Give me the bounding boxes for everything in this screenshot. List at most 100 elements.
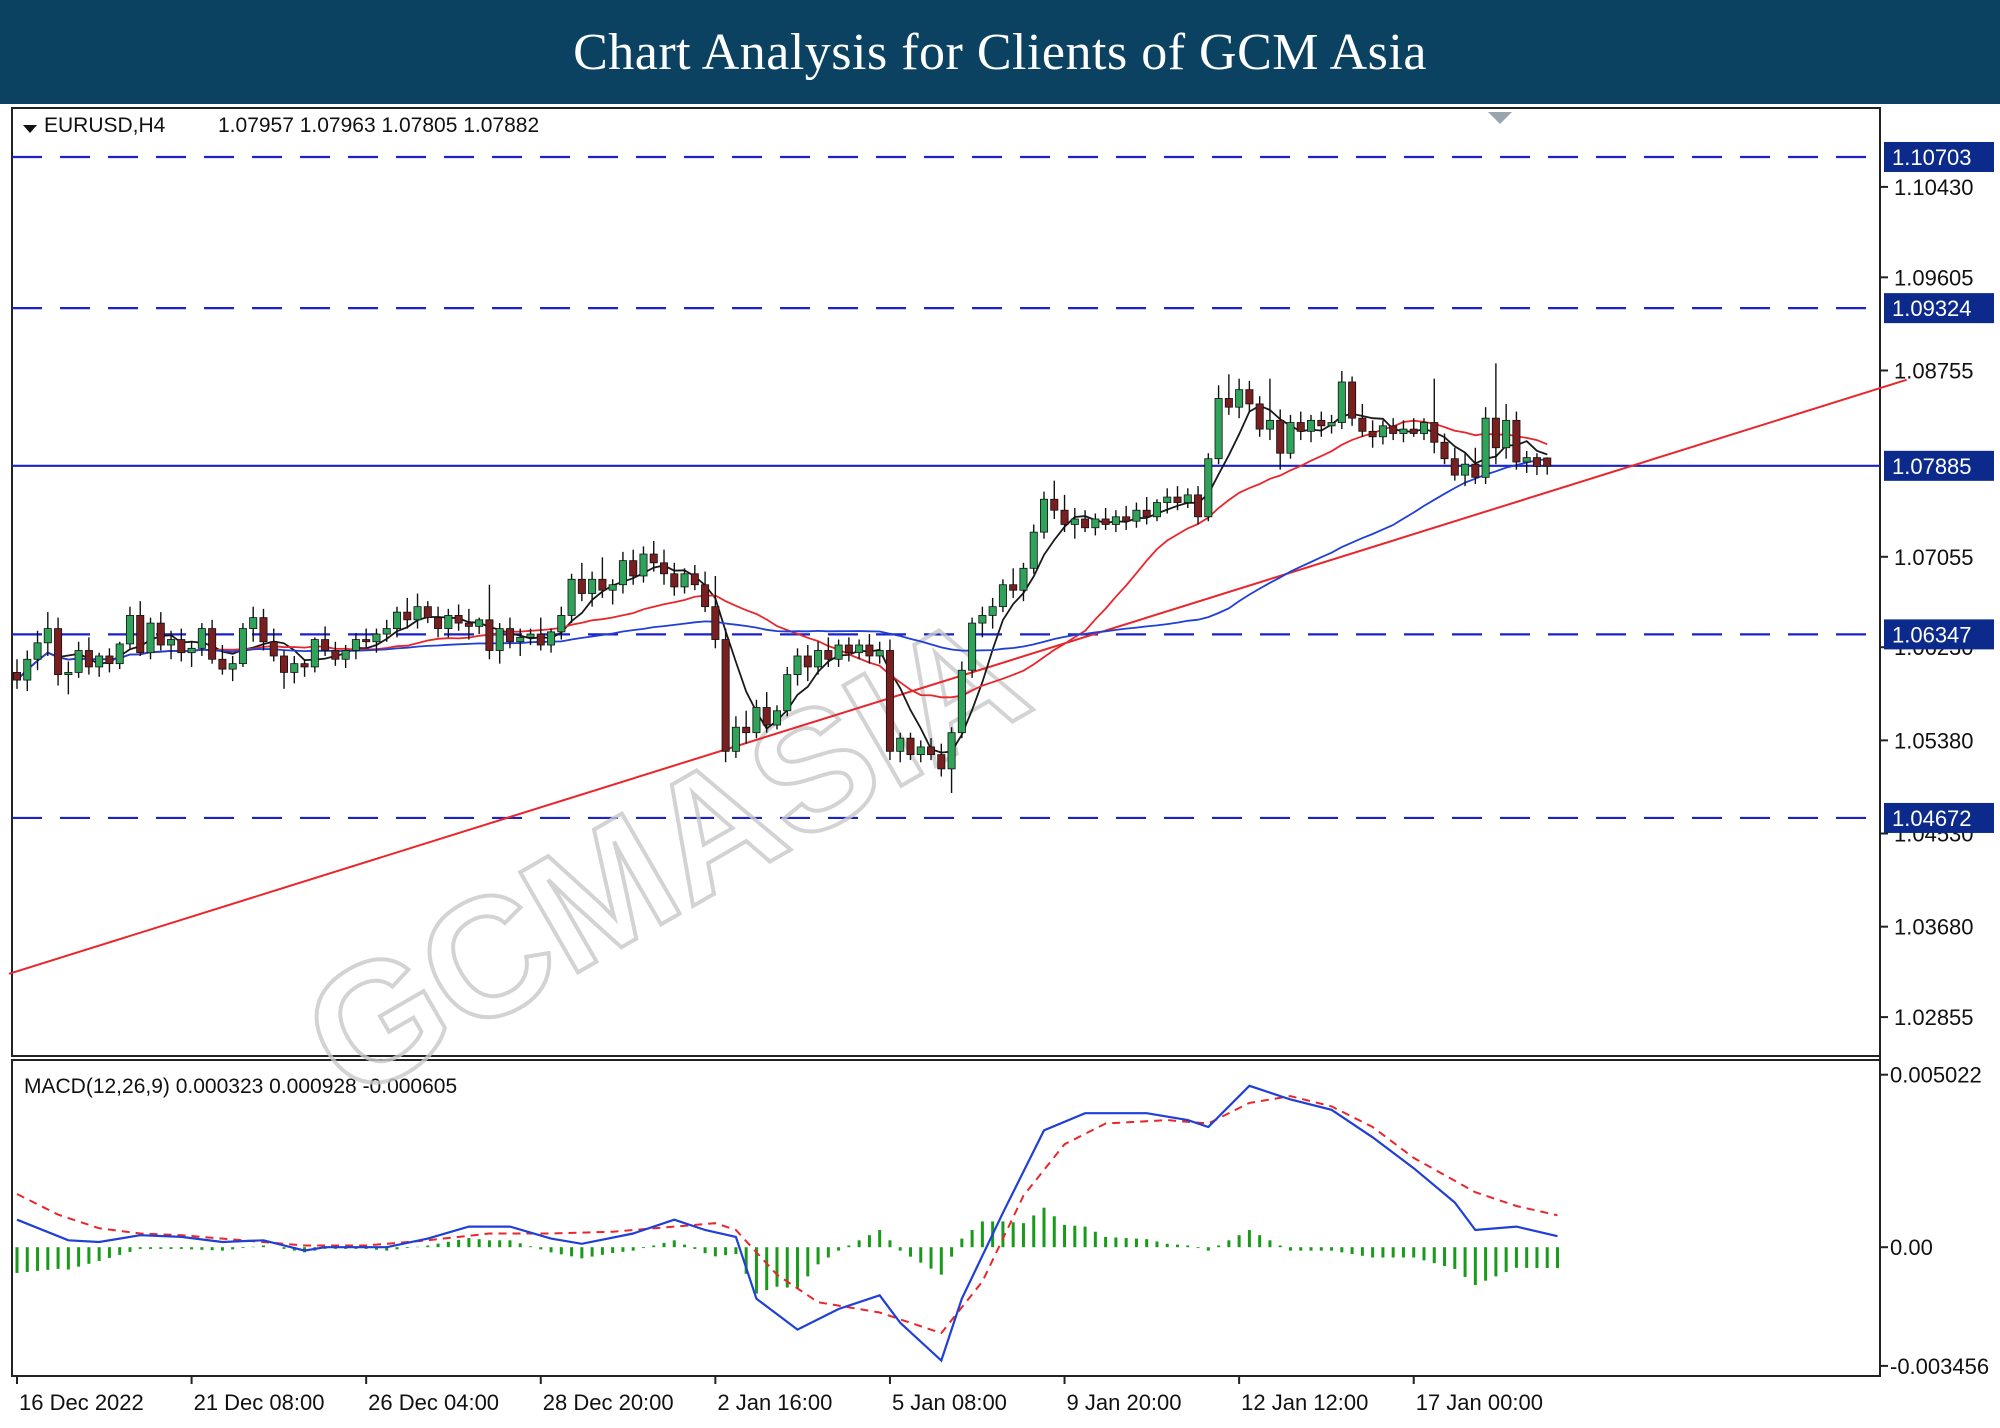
candle-body — [731, 726, 740, 752]
symbol-dropdown-icon[interactable] — [23, 125, 37, 133]
candle-body — [167, 639, 176, 646]
price-axis-label: 1.09605 — [1894, 265, 1974, 290]
candle-body — [403, 611, 412, 621]
candle-body — [1368, 430, 1377, 438]
candle-body — [577, 578, 586, 594]
candle-body — [834, 644, 843, 660]
candle-body — [742, 726, 751, 734]
candle-body — [269, 641, 278, 657]
candle-body — [947, 732, 956, 770]
macd-axis-label: -0.003456 — [1890, 1354, 1989, 1379]
candle-body — [526, 633, 535, 638]
candle-body — [1152, 502, 1161, 518]
level-badge — [1884, 141, 1994, 172]
candle-body — [1512, 419, 1521, 463]
candle-body — [362, 639, 371, 643]
candle-body — [1481, 417, 1490, 478]
candle-body — [1142, 509, 1151, 518]
candle-body — [1101, 518, 1110, 525]
macd-signal-line — [16, 1095, 1558, 1335]
candle-body — [372, 633, 381, 643]
candle-body — [392, 611, 401, 629]
candle-body — [824, 650, 833, 660]
chart-title-banner: Chart Analysis for Clients of GCM Asia — [0, 0, 2000, 104]
candle-body — [208, 628, 217, 660]
candle-body — [505, 628, 514, 643]
candle-body — [485, 619, 494, 651]
candle-body — [444, 615, 453, 629]
candle-body — [968, 622, 977, 671]
candle-body — [12, 672, 21, 681]
candle-body — [43, 628, 52, 644]
candle-body — [1081, 518, 1090, 529]
candle-body — [454, 615, 463, 624]
candle-body — [1471, 463, 1480, 478]
candle-body — [187, 647, 196, 654]
candle-body — [1224, 398, 1233, 408]
candle-body — [927, 746, 936, 756]
candle-body — [228, 663, 237, 670]
level-badge-label: 1.10703 — [1892, 145, 1972, 170]
candle-body — [249, 617, 258, 629]
candle-body — [1502, 419, 1511, 449]
candle-body — [177, 639, 186, 654]
candle-body — [33, 642, 42, 660]
candle-body — [423, 606, 432, 619]
time-axis-label: 16 Dec 2022 — [19, 1390, 144, 1415]
candle-body — [906, 737, 915, 756]
candle-body — [690, 573, 699, 586]
candle-body — [197, 628, 206, 649]
candle-body — [670, 573, 679, 588]
candle-body — [475, 619, 484, 627]
time-axis-label: 26 Dec 04:00 — [368, 1390, 499, 1415]
macd-panel — [11, 1059, 1881, 1377]
level-badge-label: 1.07885 — [1892, 454, 1972, 479]
candle-body — [721, 639, 730, 752]
candle-body — [998, 584, 1007, 608]
candle-body — [1029, 531, 1038, 569]
candle-body — [1070, 518, 1079, 525]
candle-body — [1522, 457, 1531, 463]
shift-marker-icon[interactable] — [1488, 112, 1512, 124]
candle-body — [1348, 381, 1357, 419]
candle-body — [1276, 419, 1285, 454]
price-axis-label: 1.03680 — [1894, 915, 1974, 940]
candle-body — [464, 622, 473, 627]
candle-body — [146, 622, 155, 654]
candle-body — [1019, 567, 1028, 591]
candle-body — [1245, 389, 1254, 405]
candle-body — [156, 622, 165, 646]
candle-body — [23, 658, 32, 681]
candle-body — [218, 658, 227, 670]
candle-body — [978, 615, 987, 624]
price-axis-label: 1.10430 — [1894, 175, 1974, 200]
candle-body — [1204, 458, 1213, 518]
candle-body — [259, 617, 268, 643]
candle-body — [711, 606, 720, 640]
candle-body — [1543, 457, 1552, 467]
candle-body — [618, 560, 627, 586]
candle-body — [1461, 463, 1470, 476]
candle-body — [536, 633, 545, 646]
candle-body — [64, 672, 73, 676]
candle-body — [1265, 419, 1274, 430]
candle-body — [1409, 428, 1418, 434]
candle-body — [54, 628, 63, 676]
candle-body — [1286, 422, 1295, 454]
candle-body — [1111, 516, 1120, 525]
level-badge — [1884, 450, 1994, 481]
candle-body — [567, 578, 576, 616]
time-axis-label: 2 Jan 16:00 — [717, 1390, 832, 1415]
candle-body — [434, 617, 443, 629]
candle-body — [1214, 398, 1223, 460]
time-axis-label: 28 Dec 20:00 — [543, 1390, 674, 1415]
candle-body — [916, 746, 925, 756]
candle-body — [772, 710, 781, 726]
candle-body — [1307, 419, 1316, 432]
candle-body — [639, 553, 648, 577]
price-axis-label: 1.07055 — [1894, 545, 1974, 570]
candle-body — [1399, 428, 1408, 434]
candle-body — [1091, 518, 1100, 529]
candle-body — [957, 669, 966, 734]
chart-title: Chart Analysis for Clients of GCM Asia — [573, 23, 1427, 81]
